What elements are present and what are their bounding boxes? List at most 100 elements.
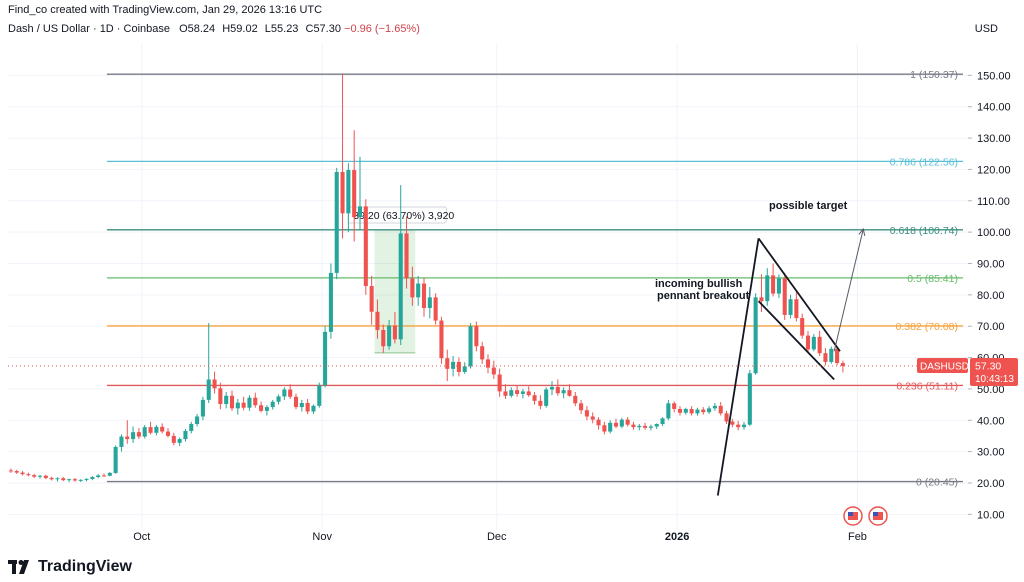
candle-body (759, 297, 764, 302)
candle-body (404, 233, 409, 279)
fib-level-label: 0.382 (70.08) (896, 321, 958, 333)
candle-body (346, 170, 351, 214)
annotation-pennant-breakout: pennant breakout (657, 290, 750, 302)
candle-body (567, 390, 572, 396)
candle-body (288, 389, 293, 397)
y-tick-label: 110.00 (977, 196, 1010, 208)
candle-body (835, 348, 840, 364)
candle-body (78, 479, 83, 481)
candle-body (282, 389, 287, 397)
candle-body (689, 408, 694, 414)
symbol-tag-label: DASHUSD (920, 362, 969, 373)
candle-body (61, 478, 66, 481)
y-tick-label: 10.00 (977, 509, 1005, 521)
open-value: O58.24 (179, 23, 216, 35)
candle-body (526, 391, 531, 396)
chart-credit: Find_co created with TradingView.com, Ja… (8, 4, 323, 16)
candle-body (555, 387, 560, 394)
candle-body (206, 379, 211, 400)
candle-body (736, 424, 741, 428)
candle-body (101, 475, 107, 477)
candle-body (55, 478, 60, 480)
candle-body (20, 472, 25, 475)
candle-body (183, 430, 188, 440)
candle-body (37, 475, 43, 477)
candle-body (805, 335, 811, 350)
candle-body (439, 320, 444, 359)
candle-body (142, 427, 147, 437)
chart-grid (8, 44, 968, 530)
pennant-drawings[interactable] (716, 227, 866, 496)
symbol-tag-bg (917, 358, 968, 374)
candle-body (503, 391, 508, 396)
candle-body (363, 206, 368, 287)
candle-body (165, 431, 171, 436)
y-tick-label: 20.00 (977, 478, 1005, 490)
x-tick-label: Feb (848, 531, 867, 543)
candle-body (485, 359, 491, 368)
time-axis[interactable]: Oct Nov Dec 2026 Feb (133, 531, 867, 543)
candle-body (683, 408, 688, 413)
tradingview-logo-text: TradingView (38, 558, 132, 575)
candle-body (654, 424, 659, 427)
candle-body (462, 366, 467, 372)
candle-body (707, 408, 712, 413)
candle-body (549, 387, 555, 390)
y-tick-label: 70.00 (977, 321, 1005, 333)
candle-body (416, 283, 421, 298)
candle-body (509, 390, 514, 396)
candle-body (561, 390, 566, 394)
candle-body (817, 336, 822, 354)
candle-body (456, 361, 461, 372)
annotation-possible-target: possible target (769, 200, 848, 212)
event-flags[interactable] (843, 506, 888, 526)
y-tick-label: 90.00 (977, 258, 1005, 270)
candle-body (293, 396, 299, 408)
y-tick-label: 120.00 (977, 164, 1011, 176)
candle-body (375, 311, 380, 330)
candle-body (590, 416, 595, 420)
candle-body (480, 346, 485, 360)
candle-body (718, 405, 723, 414)
price-axis[interactable]: 10.0020.0030.0040.0050.0060.0070.0080.00… (968, 70, 1011, 521)
candle-body (32, 475, 37, 477)
candle-body (782, 278, 787, 315)
close-value: C57.30 (305, 23, 341, 35)
candle-body (497, 374, 502, 392)
candle-body (270, 401, 275, 408)
candle-body (67, 479, 72, 481)
candle-body (538, 400, 543, 406)
candle-body (747, 373, 752, 425)
candle-body (840, 363, 845, 367)
fib-level-label: 0 (20.45) (916, 477, 958, 489)
candlestick-series (8, 74, 845, 483)
y-tick-label: 80.00 (977, 290, 1005, 302)
candle-body (741, 424, 747, 428)
candle-body (573, 395, 578, 404)
candle-body (829, 348, 834, 362)
candle-body (148, 427, 153, 433)
candle-body (49, 477, 54, 480)
candle-body (625, 419, 630, 425)
price-tag-bg (970, 358, 1018, 387)
symbol-title: Dash / US Dollar · 1D · Coinbase (8, 23, 171, 35)
candle-body (672, 403, 677, 409)
candle-body (520, 391, 525, 394)
price-chart[interactable]: 39.20 (63.70%) 3,920 1 (150.37) 0.786 (12… (0, 0, 1024, 552)
candle-body (247, 397, 252, 408)
candle-body (433, 297, 438, 321)
candle-body (701, 409, 706, 413)
currency-label: USD (974, 23, 998, 35)
candle-body (613, 422, 619, 427)
candle-body (224, 395, 229, 404)
candle-body (445, 358, 450, 369)
candle-body (677, 408, 683, 413)
fibonacci-retracement[interactable]: 1 (150.37) 0.786 (122.56) 0.618 (100.74) 0.… (106, 69, 963, 489)
change-value: −0.96 (−1.65%) (344, 23, 420, 35)
candle-body (212, 379, 217, 389)
candle-body (352, 170, 357, 218)
candle-body (666, 403, 671, 419)
candle-body (468, 326, 473, 367)
